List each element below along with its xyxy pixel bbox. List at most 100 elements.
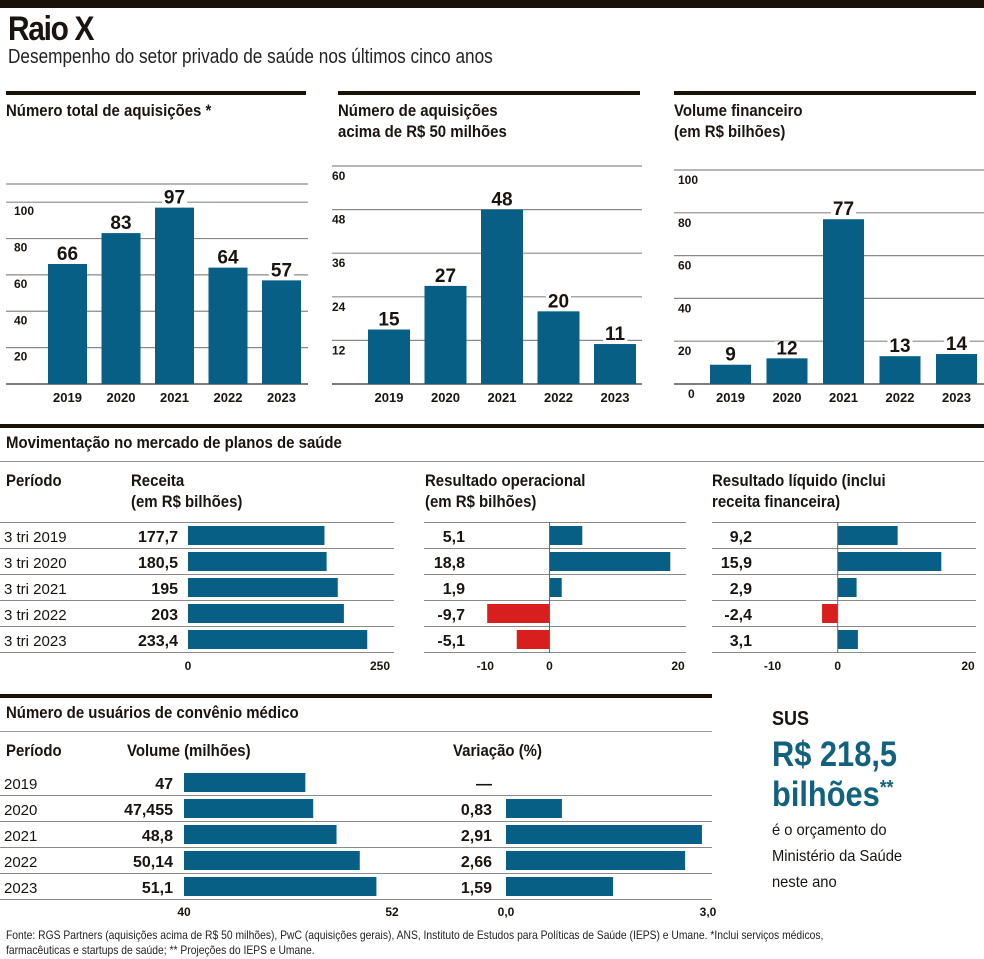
y-tick-label: 80 <box>14 241 28 255</box>
bar <box>549 526 583 545</box>
bar <box>188 630 368 649</box>
section3-period-header: Período <box>6 741 62 760</box>
sus-value-line2: bilhões** <box>772 775 897 815</box>
x-tick-label: 2020 <box>107 390 136 405</box>
chart2-rule <box>338 91 640 95</box>
x-tick-label: 52 <box>385 905 399 919</box>
y-tick-label: 100 <box>678 173 698 187</box>
y-tick-label: 60 <box>332 169 346 183</box>
chart3-title-line1: Volume financeiro <box>674 101 803 120</box>
net-result-header-line2: receita financeira) <box>712 492 841 511</box>
value-label: 13 <box>889 336 910 357</box>
row-value: 48,8 <box>142 828 173 845</box>
bar <box>549 578 562 597</box>
value-label-background <box>432 268 459 285</box>
value-label: 27 <box>435 266 456 287</box>
x-tick-label: 20 <box>961 659 975 673</box>
value-label-background <box>108 216 134 233</box>
sus-desc-line2: Ministério da Saúde <box>772 848 903 865</box>
x-tick-label: 2019 <box>53 390 82 405</box>
sus-footnote-mark: ** <box>879 777 894 799</box>
bar-negative <box>487 604 550 623</box>
y-tick-label: 12 <box>332 343 346 357</box>
row-value: 0,83 <box>461 802 492 819</box>
period-label: 2020 <box>4 802 37 819</box>
period-label: 2019 <box>4 776 37 793</box>
y-tick-label: 80 <box>678 216 692 230</box>
period-label: 2023 <box>4 880 37 897</box>
row-value: 177,7 <box>138 529 178 546</box>
period-label: 3 tri 2022 <box>4 607 67 624</box>
y-tick-label: 48 <box>332 213 346 227</box>
sus-budget-value: R$ 218,5 bilhões** <box>772 735 897 815</box>
section2-rule <box>0 424 984 428</box>
sus-label: SUS <box>772 708 810 730</box>
footer-line2: farmacêuticas e startups de saúde; ** Pr… <box>6 943 315 957</box>
chart-health-plan-users: 2019 2020 2021 2022 2023 47 47,455 48,8 50,14 51,… <box>0 773 717 919</box>
chart-health-plan-market: 3 tri 2019 3 tri 2020 3 tri 2021 3 tri 2022… <box>0 522 976 673</box>
value-label-background <box>161 190 188 207</box>
bar-2020 <box>424 285 467 384</box>
row-value: 1,59 <box>461 880 492 897</box>
bar <box>184 851 360 870</box>
chart1-rule <box>6 91 306 95</box>
bar-2023 <box>262 280 301 384</box>
value-label: 11 <box>605 324 626 345</box>
bar-2021 <box>823 219 864 384</box>
x-tick-label: 2019 <box>716 390 745 405</box>
y-tick-label: 20 <box>14 350 28 364</box>
value-label: 15 <box>378 310 400 331</box>
row-value: -2,4 <box>724 607 752 624</box>
x-tick-label: 2019 <box>375 390 404 405</box>
net-result-header-line1: Resultado líquido (inclui <box>712 471 886 490</box>
bar <box>188 578 338 597</box>
value-label-background <box>830 202 857 219</box>
bar-2021 <box>481 209 523 384</box>
value-label: 20 <box>548 291 569 312</box>
bar <box>506 825 702 844</box>
value-label: 64 <box>217 248 239 269</box>
x-tick-label: 2023 <box>267 390 296 405</box>
value-label-background <box>268 263 295 280</box>
sus-value-line1: R$ 218,5 <box>772 735 898 774</box>
bar-negative <box>516 630 550 649</box>
y-tick-label: 60 <box>678 259 692 273</box>
x-tick-label: 2021 <box>160 390 189 405</box>
value-label: 48 <box>491 190 512 211</box>
chart3-rule <box>674 91 976 95</box>
period-label: 3 tri 2019 <box>4 529 67 546</box>
y-tick-label: 40 <box>14 313 28 327</box>
bar <box>184 773 306 792</box>
row-value: 2,66 <box>461 854 492 871</box>
row-value: 15,9 <box>721 555 752 572</box>
bar <box>506 799 562 818</box>
revenue-header-line2: (em R$ bilhões) <box>131 492 243 511</box>
value-label: 77 <box>833 199 854 220</box>
chart3-title-line2: (em R$ bilhões) <box>674 122 786 141</box>
chart-financial-volume: 0 20 40 60 80 100 9 2019 12 2020 77 2021 13 2022 14 202… <box>674 169 984 405</box>
y-tick-label: 20 <box>678 344 692 358</box>
row-value: 5,1 <box>443 529 465 546</box>
row-value: 203 <box>151 607 178 624</box>
value-label: 12 <box>776 338 797 359</box>
chart1-title: Número total de aquisições * <box>6 101 212 120</box>
row-value: 51,1 <box>142 880 173 897</box>
x-tick-label: 2022 <box>214 390 243 405</box>
bar <box>837 578 857 597</box>
row-value: -5,1 <box>437 633 465 650</box>
volume-header: Volume (milhões) <box>127 741 251 760</box>
chart2-title-line2: acima de R$ 50 milhões <box>338 122 507 141</box>
bar <box>837 630 858 649</box>
bar <box>184 877 377 896</box>
row-value: -9,7 <box>437 607 465 624</box>
value-label-background <box>602 327 628 344</box>
row-value: 195 <box>151 581 178 598</box>
y-tick-label: 100 <box>14 204 34 218</box>
row-value: 233,4 <box>138 633 178 650</box>
x-tick-label: 0,0 <box>498 905 515 919</box>
row-value: 180,5 <box>138 555 178 572</box>
chart-acquisitions-over-50m: 12 24 36 48 60 15 2019 27 2020 48 2021 20 2022 11 2023 <box>332 165 642 405</box>
sus-value-unit: bilhões <box>772 775 880 814</box>
section3-title: Número de usuários de convênio médico <box>6 703 299 722</box>
value-label-background <box>215 250 241 267</box>
